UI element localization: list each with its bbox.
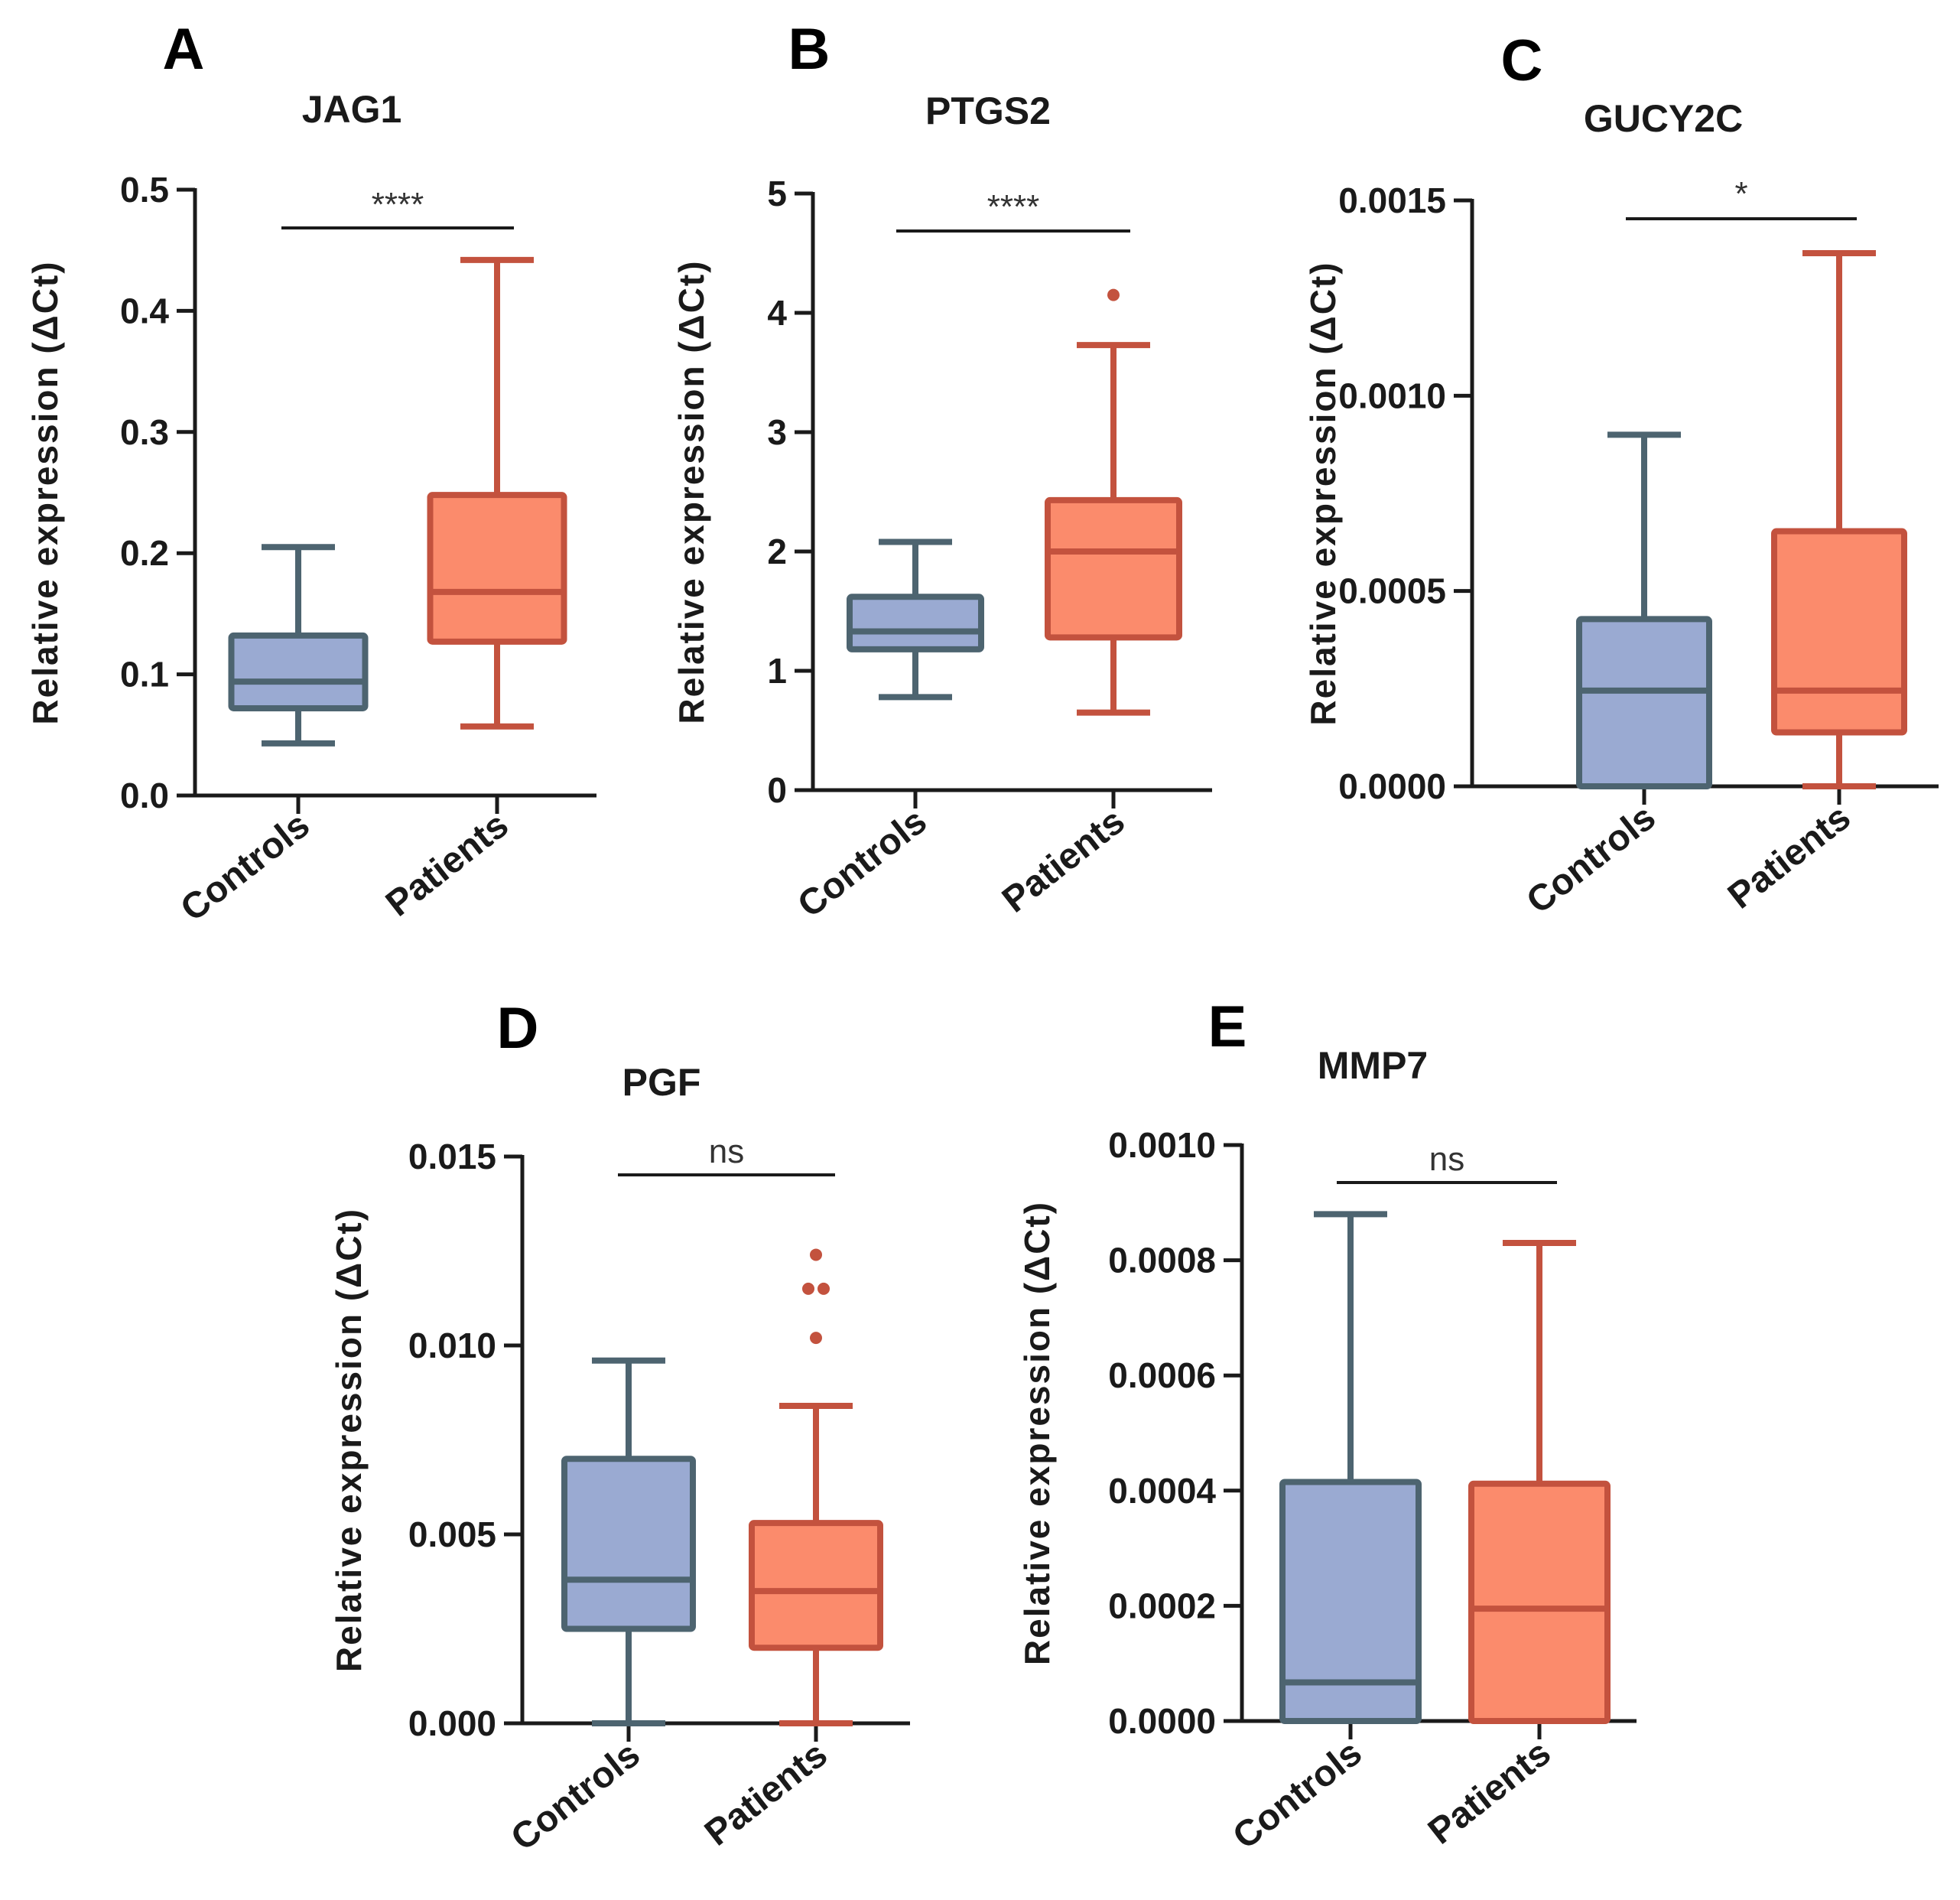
y-tick-label: 0.010 xyxy=(408,1326,496,1365)
y-tick-label: 0.2 xyxy=(120,533,169,573)
panel-title: GUCY2C xyxy=(1584,97,1743,140)
y-tick-label: 0.1 xyxy=(120,655,169,695)
y-tick-label: 0.5 xyxy=(120,170,169,210)
panel-c: C GUCY2C 0.0000 0.0005 0.0010 0.0015 Relative … xyxy=(1303,28,1939,922)
y-tick-label: 0.0005 xyxy=(1338,571,1446,611)
x-tick-label-controls: Controls xyxy=(1520,797,1663,922)
y-tick-label: 0.005 xyxy=(408,1514,496,1554)
box-controls xyxy=(1279,1479,1422,1724)
outlier-point-patients xyxy=(817,1282,830,1295)
outlier-point-patients xyxy=(1107,288,1120,301)
panel-letter: C xyxy=(1501,28,1543,93)
y-tick-label: 0.000 xyxy=(408,1703,496,1743)
x-tick-label-controls: Controls xyxy=(791,801,934,926)
y-tick-label: 0.0000 xyxy=(1338,766,1446,806)
panel-a: A JAG1 0.0 0.1 0.2 0.3 0.4 0.5 Relative expressi… xyxy=(25,17,596,929)
significance-label: ns xyxy=(709,1133,744,1170)
panel-title: PGF xyxy=(622,1061,701,1104)
box-controls xyxy=(847,594,984,652)
significance-label: * xyxy=(1734,175,1747,213)
x-tick-label-patients: Patients xyxy=(697,1734,835,1854)
y-axis-label: Relative expression (ΔCt) xyxy=(671,259,711,724)
box-patients xyxy=(749,1520,883,1651)
panel-letter: B xyxy=(788,17,830,82)
significance-label: **** xyxy=(987,188,1040,226)
y-axis-label: Relative expression (ΔCt) xyxy=(1017,1201,1057,1665)
panel-d: D PGF 0.000 0.005 0.010 0.015 Relative express… xyxy=(329,996,910,1859)
x-tick-label-controls: Controls xyxy=(174,805,317,929)
y-tick-label: 0.0004 xyxy=(1108,1471,1216,1511)
panel-letter: D xyxy=(497,996,539,1061)
y-tick-label: 0.0010 xyxy=(1338,376,1446,415)
box-patients xyxy=(1045,496,1182,641)
y-tick-label: 0.0006 xyxy=(1108,1355,1216,1395)
panel-title: JAG1 xyxy=(302,88,402,131)
y-axis-label: Relative expression (ΔCt) xyxy=(1303,261,1343,725)
y-tick-label: 0.0002 xyxy=(1108,1586,1216,1625)
y-tick-label: 4 xyxy=(767,293,787,333)
y-tick-label: 3 xyxy=(767,412,787,452)
panel-letter: E xyxy=(1208,994,1247,1059)
outlier-point-patients xyxy=(810,1332,822,1345)
box-controls xyxy=(561,1456,696,1632)
box-controls xyxy=(1576,616,1712,790)
y-tick-label: 0.0015 xyxy=(1338,181,1446,220)
x-tick-label-patients: Patients xyxy=(1721,797,1858,917)
x-tick-label-patients: Patients xyxy=(379,805,516,925)
x-tick-label-controls: Controls xyxy=(1226,1732,1370,1857)
box-patients xyxy=(427,492,567,645)
y-tick-label: 0.0010 xyxy=(1108,1125,1216,1165)
outlier-point-patients xyxy=(810,1248,822,1261)
significance-label: ns xyxy=(1429,1140,1464,1178)
panel-e: E MMP7 0.0000 0.0002 0.0004 0.0006 0.0008 0.001… xyxy=(1017,994,1637,1857)
x-tick-label-patients: Patients xyxy=(995,801,1133,921)
y-tick-label: 0.0008 xyxy=(1108,1241,1216,1280)
significance-label: **** xyxy=(372,186,424,223)
y-axis-label: Relative expression (ΔCt) xyxy=(329,1208,369,1672)
y-tick-label: 2 xyxy=(767,532,787,571)
box-patients xyxy=(1771,528,1907,736)
outlier-point-patients xyxy=(802,1282,814,1295)
panel-letter: A xyxy=(163,17,205,82)
panel-b: B PTGS2 0 1 2 3 4 5 Relative expression (ΔCt) Con… xyxy=(671,17,1212,926)
y-tick-label: 0.015 xyxy=(408,1137,496,1176)
box-patients xyxy=(1468,1480,1611,1725)
y-tick-label: 0.0000 xyxy=(1108,1701,1216,1741)
y-tick-label: 0.4 xyxy=(120,291,169,330)
y-tick-label: 0.0 xyxy=(120,776,169,815)
panel-title: PTGS2 xyxy=(925,89,1051,132)
panel-title: MMP7 xyxy=(1318,1044,1428,1087)
x-tick-label-controls: Controls xyxy=(504,1734,648,1859)
y-tick-label: 0 xyxy=(767,770,787,810)
box-controls xyxy=(228,632,369,711)
y-tick-label: 5 xyxy=(767,174,787,213)
y-tick-label: 1 xyxy=(767,651,787,691)
y-tick-label: 0.3 xyxy=(120,412,169,452)
x-tick-label-patients: Patients xyxy=(1421,1732,1559,1853)
y-axis-label: Relative expression (ΔCt) xyxy=(25,260,65,724)
